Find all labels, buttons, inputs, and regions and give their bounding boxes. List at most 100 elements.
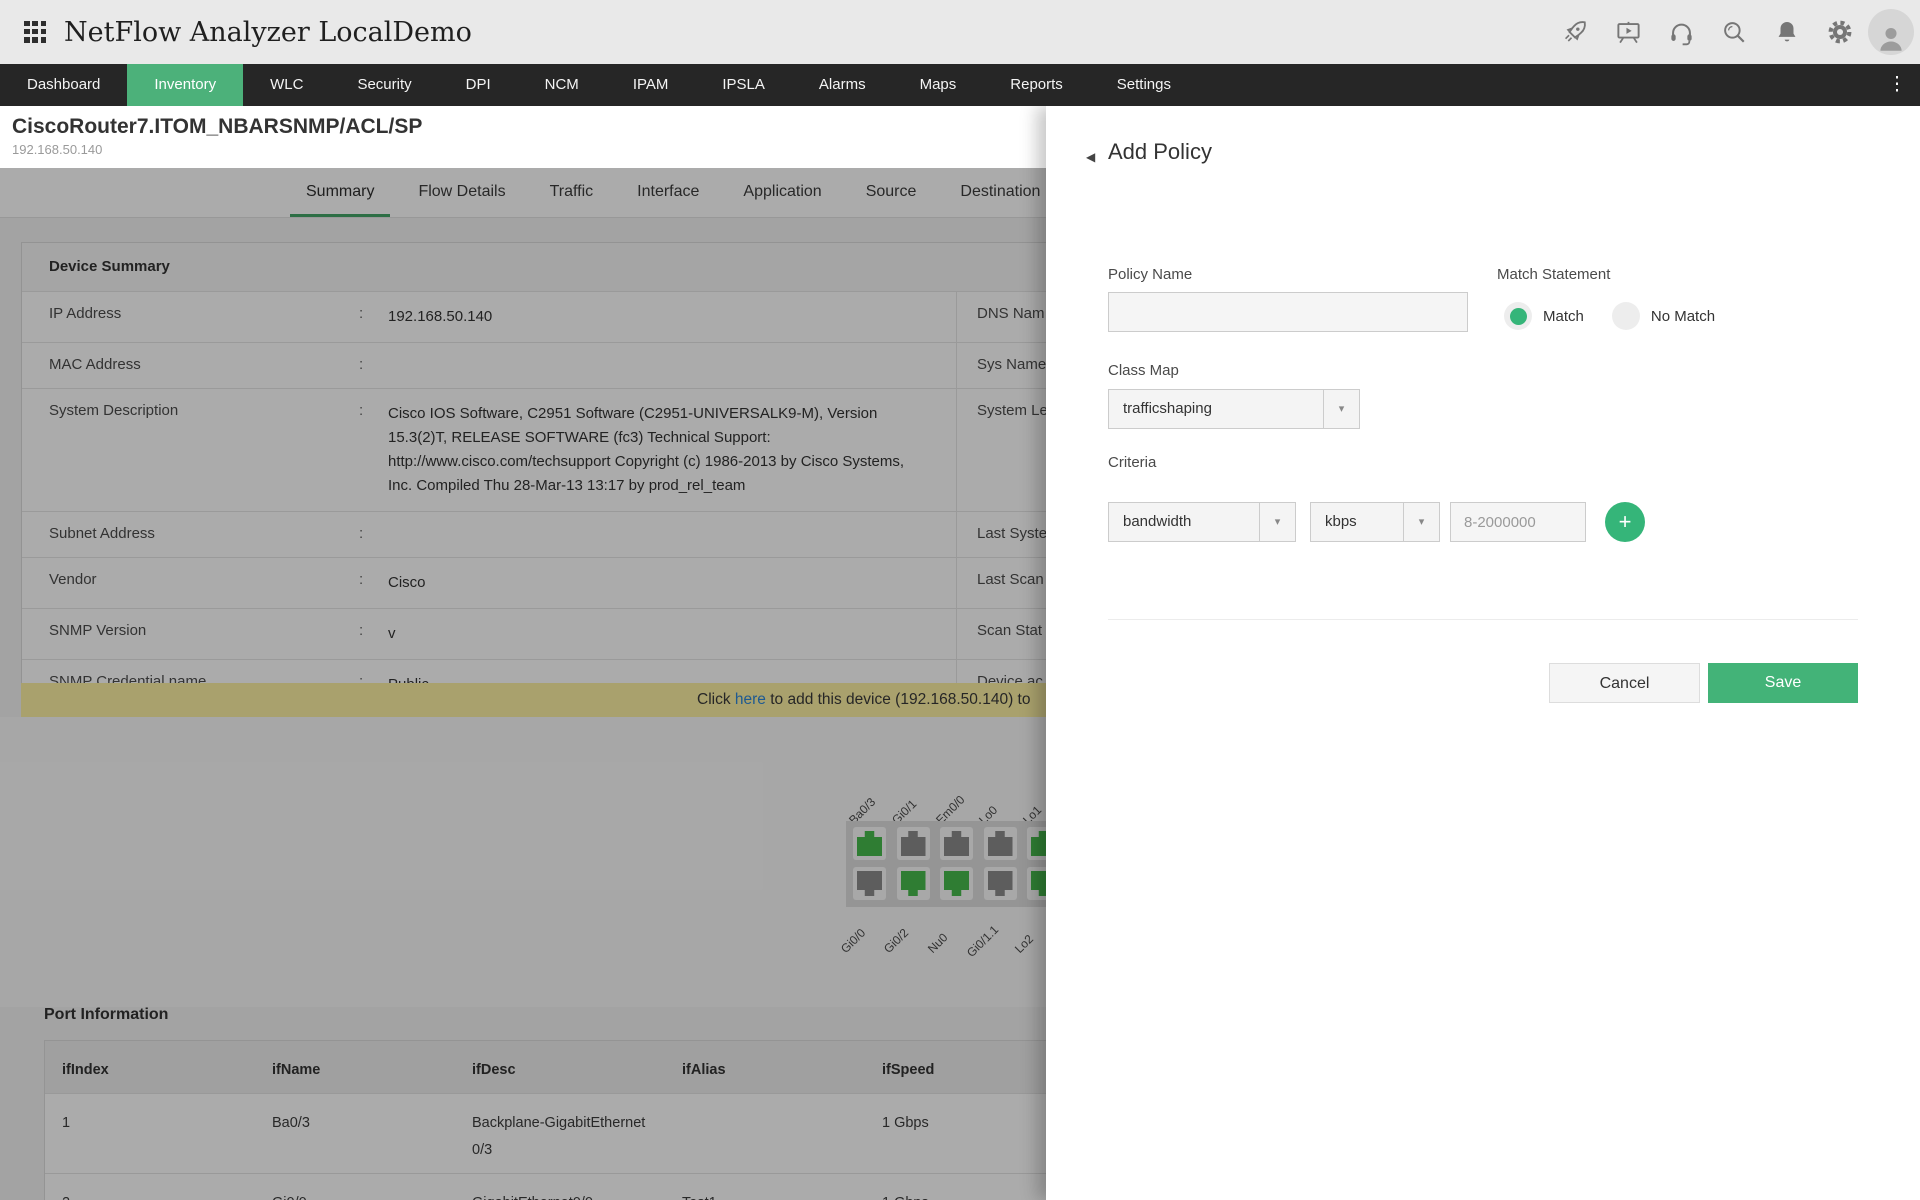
policy-name-label: Policy Name bbox=[1108, 266, 1193, 283]
summary-row: IP Address: 192.168.50.140 DNS Nam bbox=[22, 291, 1899, 342]
port-gi0-1-1[interactable] bbox=[983, 867, 1017, 900]
class-map-label: Class Map bbox=[1108, 362, 1179, 379]
radio-match[interactable] bbox=[1504, 302, 1532, 330]
field-label-right: Last Syste bbox=[956, 512, 1899, 557]
summary-row: SNMP Version: v Scan Stat bbox=[22, 608, 1899, 659]
chevron-down-icon: ▾ bbox=[1403, 503, 1439, 541]
app-header: NetFlow Analyzer LocalDemo bbox=[0, 0, 1920, 64]
port-information-title: Port Information bbox=[44, 1006, 169, 1023]
nav-overflow-icon[interactable]: ⋮ bbox=[1887, 74, 1907, 95]
nav-item-wlc[interactable]: WLC bbox=[270, 76, 304, 93]
field-label-right: Last Scan bbox=[956, 558, 1899, 608]
cell-ifindex: 2 bbox=[45, 1174, 255, 1200]
field-label: MAC Address bbox=[49, 356, 141, 373]
field-label: SNMP Version bbox=[49, 622, 147, 639]
cell-ifalias: Test1 bbox=[665, 1174, 865, 1200]
summary-row: System Description: Cisco IOS Software, C… bbox=[22, 388, 1899, 511]
banner-here-link[interactable]: here bbox=[734, 691, 766, 708]
col-ifname: ifName bbox=[272, 1062, 321, 1078]
chevron-down-icon: ▾ bbox=[1323, 390, 1359, 428]
nav-item-inventory[interactable]: Inventory bbox=[127, 64, 244, 106]
tab-application[interactable]: Application bbox=[743, 183, 822, 200]
save-button[interactable]: Save bbox=[1708, 663, 1858, 703]
colon: : bbox=[359, 305, 364, 322]
app-title: NetFlow Analyzer LocalDemo bbox=[64, 16, 472, 48]
criteria-label: Criteria bbox=[1108, 454, 1157, 471]
colon: : bbox=[359, 571, 364, 588]
bell-icon[interactable] bbox=[1773, 18, 1801, 46]
tab-destination[interactable]: Destination bbox=[960, 183, 1041, 200]
criteria-type-value: bandwidth bbox=[1123, 513, 1192, 530]
device-ip: 192.168.50.140 bbox=[12, 142, 103, 157]
cancel-button[interactable]: Cancel bbox=[1549, 663, 1700, 703]
presentation-icon[interactable] bbox=[1614, 18, 1642, 46]
tab-flow-details[interactable]: Flow Details bbox=[418, 183, 506, 200]
search-icon[interactable] bbox=[1720, 18, 1748, 46]
field-label-right: System Le bbox=[956, 389, 1899, 511]
field-value: Cisco IOS Software, C2951 Software (C295… bbox=[388, 405, 905, 494]
add-criteria-button[interactable]: + bbox=[1605, 502, 1645, 542]
colon: : bbox=[359, 525, 364, 542]
criteria-type-select[interactable]: bandwidth ▾ bbox=[1108, 502, 1296, 542]
field-label: Vendor bbox=[49, 571, 97, 588]
nav-item-dashboard[interactable]: Dashboard bbox=[27, 76, 101, 93]
nav-item-ipam[interactable]: IPAM bbox=[632, 76, 669, 93]
tab-summary[interactable]: Summary bbox=[290, 168, 391, 217]
col-ifspeed: ifSpeed bbox=[882, 1062, 935, 1078]
cell-ifspeed: 1 Gbps bbox=[865, 1174, 1101, 1200]
port-nu0[interactable] bbox=[940, 867, 973, 900]
match-statement-label: Match Statement bbox=[1497, 266, 1611, 283]
user-avatar[interactable] bbox=[1868, 9, 1914, 55]
match-statement-radios: Match No Match bbox=[1504, 302, 1743, 330]
header-icons bbox=[1561, 0, 1854, 64]
port-gi0-0[interactable] bbox=[853, 867, 886, 900]
cell-ifname: Ba0/3 bbox=[272, 1115, 310, 1131]
apps-grid-icon[interactable] bbox=[24, 20, 47, 44]
tab-traffic[interactable]: Traffic bbox=[549, 183, 594, 200]
nav-item-ipsla[interactable]: IPSLA bbox=[722, 76, 765, 93]
tab-interface[interactable]: Interface bbox=[637, 183, 700, 200]
nav-item-security[interactable]: Security bbox=[357, 76, 412, 93]
nav-item-dpi[interactable]: DPI bbox=[465, 76, 491, 93]
policy-name-input[interactable] bbox=[1108, 292, 1468, 332]
nav-item-settings[interactable]: Settings bbox=[1116, 76, 1171, 93]
nav-item-alarms[interactable]: Alarms bbox=[818, 76, 866, 93]
port-lo0[interactable] bbox=[983, 827, 1017, 860]
field-label-right: DNS Nam bbox=[956, 292, 1899, 342]
banner-text-suffix: to add this device (192.168.50.140) to bbox=[765, 691, 1031, 708]
port-ba0-3[interactable] bbox=[853, 827, 886, 860]
criteria-range-input[interactable] bbox=[1450, 502, 1586, 542]
field-label-right: Scan Stat bbox=[956, 609, 1899, 659]
tab-source[interactable]: Source bbox=[865, 183, 917, 200]
table-row: 1 Ba0/3 Backplane-GigabitEthernet0/3 1 G… bbox=[45, 1093, 1899, 1173]
radio-match-label: Match bbox=[1543, 307, 1584, 325]
cell-ifdesc: Backplane-GigabitEthernet0/3 bbox=[472, 1115, 646, 1158]
nav-item-reports[interactable]: Reports bbox=[1010, 76, 1063, 93]
field-label: IP Address bbox=[49, 305, 122, 322]
banner-text-prefix: Click bbox=[697, 691, 735, 708]
col-ifindex: ifIndex bbox=[62, 1062, 109, 1078]
headset-icon[interactable] bbox=[1667, 18, 1695, 46]
port-em0-0[interactable] bbox=[940, 827, 973, 860]
summary-row: Subnet Address: Last Syste bbox=[22, 511, 1899, 557]
nav-item-maps[interactable]: Maps bbox=[919, 76, 957, 93]
summary-row: Vendor: Cisco Last Scan bbox=[22, 557, 1899, 608]
col-ifalias: ifAlias bbox=[682, 1062, 726, 1078]
panel-separator bbox=[1108, 619, 1858, 620]
field-value: v bbox=[388, 625, 396, 642]
gear-icon[interactable] bbox=[1826, 18, 1854, 46]
table-row: 2 Gi0/0 GigabitEthernet0/0 Test1 1 Gbps bbox=[45, 1173, 1899, 1200]
rocket-icon[interactable] bbox=[1561, 18, 1589, 46]
class-map-value: trafficshaping bbox=[1123, 400, 1212, 417]
port-gi0-1[interactable] bbox=[896, 827, 930, 860]
class-map-select[interactable]: trafficshaping ▾ bbox=[1108, 389, 1360, 429]
radio-no-match[interactable] bbox=[1611, 302, 1640, 330]
col-ifdesc: ifDesc bbox=[472, 1062, 516, 1078]
back-arrow-icon[interactable]: ◀ bbox=[1086, 150, 1096, 164]
port-gi0-2[interactable] bbox=[896, 867, 930, 900]
device-name: CiscoRouter7.ITOM_NBARSNMP/ACL/SP bbox=[12, 115, 423, 138]
colon: : bbox=[359, 402, 364, 419]
criteria-unit-select[interactable]: kbps ▾ bbox=[1310, 502, 1440, 542]
nav-item-ncm[interactable]: NCM bbox=[544, 76, 579, 93]
